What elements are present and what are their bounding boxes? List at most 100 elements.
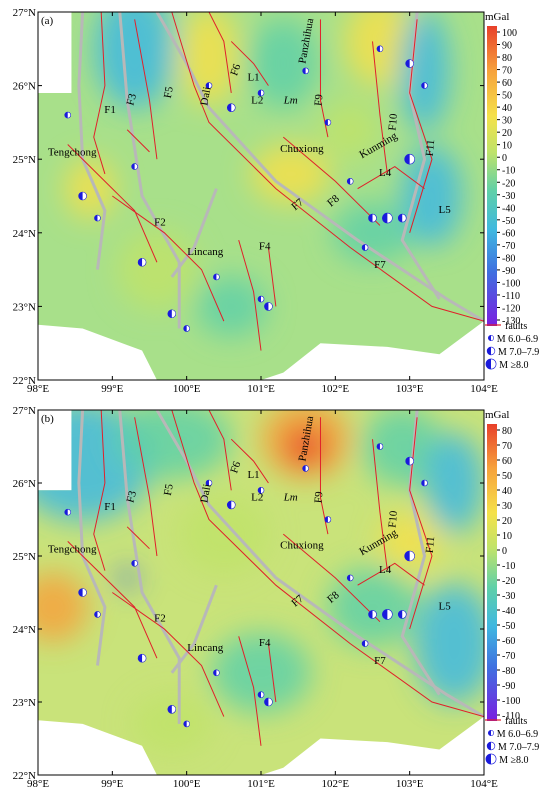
fault xyxy=(230,41,269,86)
earthquake-half xyxy=(302,67,306,74)
anomaly-blob xyxy=(401,146,462,246)
earthquake-half xyxy=(324,516,328,523)
fault xyxy=(357,165,425,190)
x-tick-label: 100°E xyxy=(173,383,201,395)
earthquake-half xyxy=(398,610,403,619)
earthquake-half xyxy=(404,551,410,561)
earthquake-half xyxy=(183,720,187,727)
earthquake-half xyxy=(167,309,172,318)
earthquake-half xyxy=(376,45,380,52)
legend-quake-half xyxy=(485,753,491,765)
colorbar-unit: mGal xyxy=(485,409,509,421)
fault xyxy=(93,12,106,175)
earthquake-half xyxy=(421,82,425,89)
map-label: F3 xyxy=(124,489,139,504)
anomaly-blob xyxy=(285,426,326,467)
fault xyxy=(134,19,158,160)
map-label: F5 xyxy=(162,483,176,497)
colorbar-tick-label: -110 xyxy=(502,711,520,722)
anomaly-blob xyxy=(344,12,415,87)
map-label: F9 xyxy=(312,491,325,504)
fault xyxy=(238,636,262,746)
x-tick-label: 103°E xyxy=(396,383,424,395)
colorbar-tick-label: -70 xyxy=(502,241,515,252)
earthquake-half xyxy=(347,178,351,185)
legend-quake-half xyxy=(488,335,491,341)
earthquake-half xyxy=(78,192,83,200)
colorbar-tick-label: 30 xyxy=(502,501,512,512)
earthquake-half xyxy=(264,698,269,706)
earthquake-half xyxy=(347,574,351,581)
river xyxy=(170,584,218,674)
earthquake-half xyxy=(362,640,366,647)
fault xyxy=(171,410,484,718)
map-label: Lincang xyxy=(187,246,224,258)
anomaly-blob xyxy=(131,693,212,754)
colorbar-tick-label: 80 xyxy=(502,53,512,64)
colorbar-tick-label: -20 xyxy=(502,576,515,587)
map-label: Dali xyxy=(198,86,213,107)
panel-label: (a) xyxy=(41,15,54,27)
earthquake-half xyxy=(382,609,388,620)
map-label: L1 xyxy=(247,71,259,83)
fault xyxy=(282,533,381,623)
earthquake-half xyxy=(404,154,410,165)
map-label: L1 xyxy=(247,469,259,481)
fault xyxy=(208,410,232,491)
legend-quake-half xyxy=(487,347,491,355)
fault xyxy=(267,643,277,703)
river xyxy=(155,12,484,323)
colorbar-tick-label: 70 xyxy=(502,66,512,77)
x-tick-label: 102°E xyxy=(322,778,350,790)
anomaly-blob xyxy=(38,572,88,643)
colorbar xyxy=(487,26,497,326)
y-tick-label: 23°N xyxy=(13,697,36,709)
colorbar-tick-label: -50 xyxy=(502,621,515,632)
colorbar-tick-label: 60 xyxy=(502,456,512,467)
field-blobs xyxy=(38,410,484,754)
fault xyxy=(238,240,262,351)
river xyxy=(170,188,218,278)
colorbar-tick-label: -30 xyxy=(502,591,515,602)
colorbar-tick-label: 100 xyxy=(502,28,517,39)
colorbar-tick-label: 40 xyxy=(502,103,512,114)
colorbar-tick-label: -20 xyxy=(502,178,515,189)
map-label: F11 xyxy=(424,139,437,157)
earthquake-half xyxy=(258,487,261,494)
x-tick-label: 99°E xyxy=(101,778,123,790)
map-label: F10 xyxy=(387,510,400,529)
earthquake-half xyxy=(131,163,135,170)
river xyxy=(155,410,484,718)
map-label: F6 xyxy=(228,459,243,474)
map-label: F4 xyxy=(259,637,271,649)
map-label: Chuxiong xyxy=(280,540,324,552)
colorbar-tick-label: -70 xyxy=(502,651,515,662)
legend-label: M 7.0–7.9 xyxy=(498,742,539,753)
colorbar-tick-label: -110 xyxy=(502,291,520,302)
fault xyxy=(112,592,225,717)
colorbar-unit: mGal xyxy=(485,11,509,23)
anomaly-blob xyxy=(117,567,138,588)
fault xyxy=(267,247,277,307)
colorbar-tick-label: 70 xyxy=(502,441,512,452)
colorbar-tick-label: 80 xyxy=(502,426,512,437)
map-label: F2 xyxy=(154,216,166,228)
colorbar-tick-label: -50 xyxy=(502,216,515,227)
earthquake-half xyxy=(421,480,425,486)
map-label: Dali xyxy=(198,483,213,504)
map-label: Lm xyxy=(283,492,298,504)
earthquake-half xyxy=(405,59,410,68)
colorbar-tick-label: -120 xyxy=(502,303,520,314)
colorbar-tick-label: 20 xyxy=(502,128,512,139)
map-label: F1 xyxy=(104,501,116,513)
map-label: Chuxiong xyxy=(280,143,324,155)
earthquake-half xyxy=(382,213,388,224)
colorbar-tick-label: 10 xyxy=(502,531,512,542)
colorbar-tick-label: 10 xyxy=(502,141,512,152)
colorbar-tick-label: 20 xyxy=(502,516,512,527)
map-label: F4 xyxy=(259,241,271,253)
earthquake-half xyxy=(398,214,403,223)
colorbar-tick-label: -10 xyxy=(502,561,515,572)
legend-label: M 6.0–6.9 xyxy=(497,729,538,740)
